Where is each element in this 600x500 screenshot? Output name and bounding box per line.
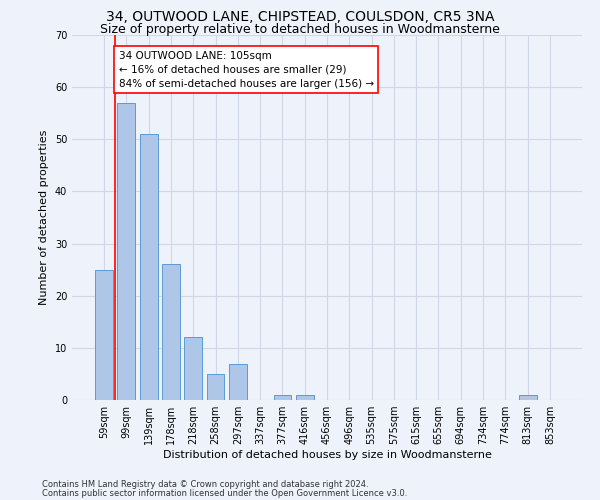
Text: 34 OUTWOOD LANE: 105sqm
← 16% of detached houses are smaller (29)
84% of semi-de: 34 OUTWOOD LANE: 105sqm ← 16% of detache… bbox=[119, 50, 374, 88]
X-axis label: Distribution of detached houses by size in Woodmansterne: Distribution of detached houses by size … bbox=[163, 450, 491, 460]
Bar bbox=[518, 395, 536, 400]
Y-axis label: Number of detached properties: Number of detached properties bbox=[39, 130, 49, 305]
Bar bbox=[140, 134, 158, 400]
Bar bbox=[229, 364, 247, 400]
Bar bbox=[184, 338, 202, 400]
Text: Contains HM Land Registry data © Crown copyright and database right 2024.: Contains HM Land Registry data © Crown c… bbox=[42, 480, 368, 489]
Text: Size of property relative to detached houses in Woodmansterne: Size of property relative to detached ho… bbox=[100, 22, 500, 36]
Bar bbox=[206, 374, 224, 400]
Bar bbox=[162, 264, 180, 400]
Bar bbox=[118, 103, 136, 400]
Bar bbox=[274, 395, 292, 400]
Bar bbox=[296, 395, 314, 400]
Text: Contains public sector information licensed under the Open Government Licence v3: Contains public sector information licen… bbox=[42, 488, 407, 498]
Text: 34, OUTWOOD LANE, CHIPSTEAD, COULSDON, CR5 3NA: 34, OUTWOOD LANE, CHIPSTEAD, COULSDON, C… bbox=[106, 10, 494, 24]
Bar bbox=[95, 270, 113, 400]
